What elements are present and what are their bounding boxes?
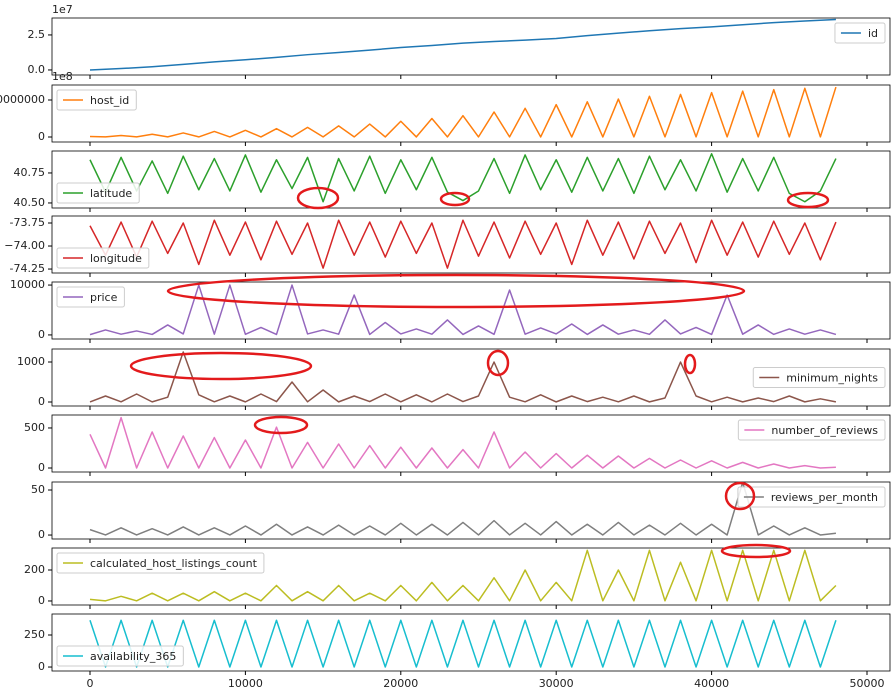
x-tick-label: 40000	[694, 677, 729, 690]
legend: latitude	[56, 182, 140, 204]
legend-label: number_of_reviews	[771, 424, 878, 437]
series-line	[89, 18, 836, 71]
axes-frame	[51, 215, 891, 274]
series-line	[89, 416, 836, 469]
axes-frame	[51, 150, 891, 209]
y-tick-label: 0	[38, 328, 45, 341]
legend: calculated_host_listings_count	[56, 552, 265, 574]
series-line	[89, 549, 837, 602]
y-tick-label: -74.25	[10, 262, 45, 275]
y-tick-label: 0	[38, 660, 45, 673]
y-tick-label: 40.75	[14, 166, 46, 179]
y-tick-label: 10000	[10, 278, 45, 291]
y-tick-label: −74.00	[4, 239, 45, 252]
legend-label: price	[90, 291, 118, 304]
legend: reviews_per_month	[737, 486, 886, 508]
y-tick-label: 0	[38, 528, 45, 541]
y-tick-label: 40.50	[14, 196, 46, 209]
legend-box	[56, 645, 184, 667]
legend: price	[56, 286, 125, 308]
y-tick-label: 0	[38, 594, 45, 607]
x-tick-label: 20000	[383, 677, 418, 690]
y-tick-label: 2.5	[28, 28, 46, 41]
offset-label: 1e8	[52, 70, 73, 83]
legend-box	[737, 419, 886, 441]
legend-label: availability_365	[90, 650, 176, 663]
legend-box	[56, 89, 137, 111]
legend-label: latitude	[90, 187, 132, 200]
legend-box	[56, 552, 265, 574]
legend: number_of_reviews	[737, 419, 886, 441]
legend: longitude	[56, 247, 150, 269]
y-tick-label: 0.0	[28, 63, 46, 76]
y-tick-label: -73.75	[10, 216, 45, 229]
legend-label: id	[868, 27, 878, 40]
axes-frame	[51, 84, 891, 143]
axes-frame	[51, 613, 891, 672]
series-line	[89, 482, 837, 536]
offset-label: 1e7	[52, 3, 73, 16]
series-line	[89, 284, 837, 336]
legend-label: calculated_host_listings_count	[90, 557, 258, 570]
y-tick-label: 0	[38, 130, 45, 143]
axes-frame	[51, 414, 891, 473]
legend: minimum_nights	[752, 367, 886, 388]
y-tick-label: 1000	[17, 355, 45, 368]
y-tick-label: 250	[24, 628, 45, 641]
y-tick-label: 0	[38, 395, 45, 408]
legend-box	[752, 367, 886, 388]
legend: availability_365	[56, 645, 184, 667]
legend-label: longitude	[90, 252, 142, 265]
y-tick-label: 200	[24, 563, 45, 576]
axes-frame	[51, 17, 891, 76]
y-tick-label: 500	[24, 421, 45, 434]
legend-box	[56, 182, 140, 204]
y-tick-label: 50	[31, 483, 45, 496]
series-line	[89, 153, 837, 203]
x-tick-label: 30000	[539, 677, 574, 690]
axes-frame	[51, 348, 891, 407]
series-line	[89, 86, 837, 138]
series-line	[89, 219, 837, 269]
legend: id	[834, 22, 886, 44]
y-tick-label: 0	[38, 461, 45, 474]
legend-label: minimum_nights	[786, 372, 878, 385]
legend-label: host_id	[90, 94, 129, 107]
x-tick-label: 0	[86, 677, 93, 690]
x-tick-label: 50000	[850, 677, 885, 690]
legend: host_id	[56, 89, 137, 111]
y-tick-label: 200000000	[0, 93, 45, 106]
series-line	[89, 351, 837, 403]
legend-label: reviews_per_month	[771, 491, 878, 504]
x-tick-label: 10000	[228, 677, 263, 690]
axes-frame	[51, 547, 891, 606]
legend-box	[56, 247, 150, 269]
axes-frame	[51, 481, 891, 540]
series-line	[89, 619, 837, 668]
legend-box	[56, 286, 125, 308]
